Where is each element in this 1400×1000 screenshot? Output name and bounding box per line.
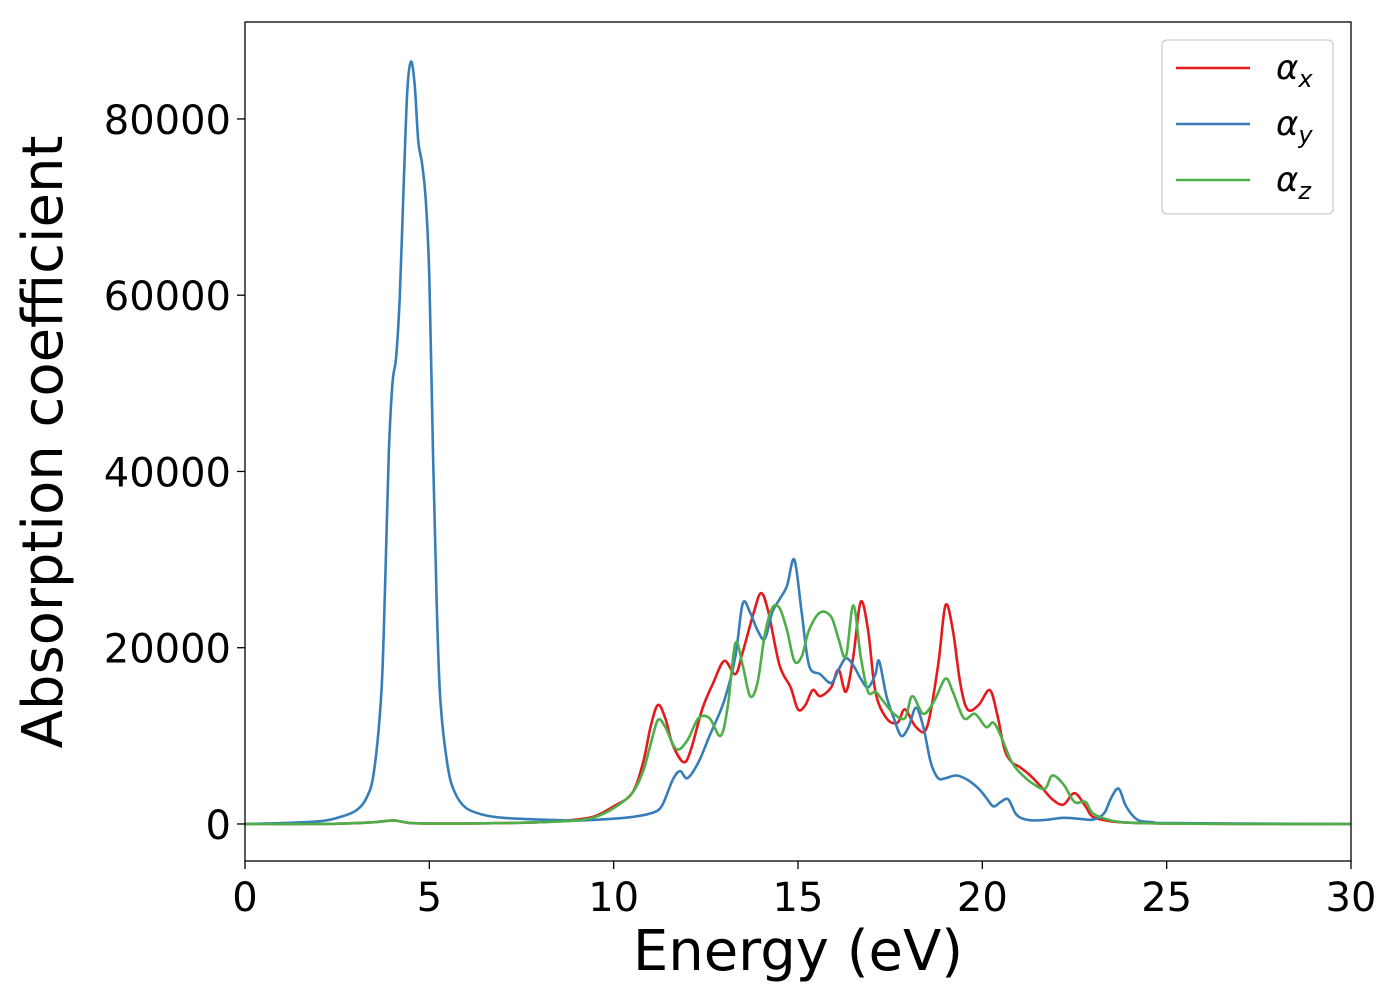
y-tick-label: 80000 [104, 98, 231, 144]
x-tick-label: 0 [232, 875, 257, 921]
y-tick-label: 0 [206, 803, 231, 849]
legend-label-x: αx [1276, 48, 1313, 93]
legend-label-base: α [1276, 48, 1298, 88]
legend-label-subscript: y [1297, 121, 1313, 149]
x-tick-label: 5 [417, 875, 442, 921]
legend-box [1161, 39, 1334, 215]
y-axis: 0 20000 40000 60000 80000 [104, 98, 245, 849]
y-tick-label: 20000 [104, 627, 231, 673]
y-tick-label: 40000 [104, 450, 231, 496]
x-tick-label: 10 [588, 875, 639, 921]
x-tick-label: 15 [773, 875, 824, 921]
legend-label-subscript: z [1297, 177, 1312, 205]
legend-label-base: α [1276, 104, 1298, 144]
x-tick-label: 30 [1326, 875, 1377, 921]
legend-label-subscript: x [1297, 65, 1313, 93]
legend-label-y: αy [1276, 104, 1313, 149]
y-axis-title: Absorption coefficient [11, 136, 76, 749]
x-axis-title: Energy (eV) [633, 919, 963, 984]
y-tick-label: 60000 [104, 274, 231, 320]
x-tick-label: 25 [1141, 875, 1192, 921]
x-tick-label: 20 [957, 875, 1008, 921]
legend-label-z: αz [1276, 160, 1312, 205]
legend-label-base: α [1276, 160, 1298, 200]
series-line-z [244, 603, 1352, 826]
series-layer [244, 60, 1352, 826]
x-axis: 0 5 10 15 20 25 30 [232, 861, 1376, 921]
